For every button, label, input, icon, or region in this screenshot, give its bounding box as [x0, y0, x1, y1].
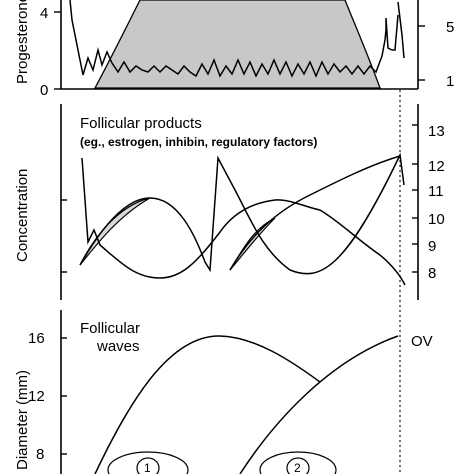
waves-title-line2: waves [96, 338, 140, 355]
wave2-label: 2 [294, 461, 301, 474]
concentration-y-label: Concentration [14, 169, 31, 262]
concentration-curve-a [81, 157, 406, 286]
wave2-shaded-lens [229, 217, 276, 271]
concentration-right-tick-9: 9 [428, 238, 436, 255]
concentration-right-tick-10: 10 [428, 211, 445, 228]
concentration-right-tick-12: 12 [428, 158, 445, 175]
concentration-curve-b [79, 152, 405, 275]
progesterone-tick-0: 0 [40, 82, 48, 99]
wave1-recruit-outer [107, 451, 189, 474]
diameter-tick-8: 8 [36, 446, 44, 463]
wave1-recruit-inner [136, 457, 160, 474]
concentration-right-tick-11: 11 [428, 183, 444, 200]
progesterone-edge-line [397, 1, 405, 59]
progesterone-panel: 4 0 5 1 Progesterone [14, 0, 454, 99]
diameter-tick-16: 16 [28, 330, 45, 347]
progesterone-zigzag-line [69, 0, 399, 78]
wave2-recruit-inner [286, 457, 310, 474]
concentration-subtitle: (eg., estrogen, inhibin, regulatory fact… [80, 135, 317, 149]
concentration-panel: 13 12 11 10 9 8 Follicular products (eg.… [14, 104, 445, 300]
diameter-tick-12: 12 [28, 388, 45, 405]
waves-title: Follicular [80, 320, 140, 337]
concentration-curve-c [229, 155, 401, 271]
wave1-shaded-lens [79, 197, 151, 266]
corpus-luteum-area [93, 0, 381, 89]
diameter-panel: 16 12 8 Diameter (mm) Follicular waves O… [14, 310, 433, 474]
diameter-y-label: Diameter (mm) [14, 370, 31, 470]
wave1-diameter-curve [94, 335, 321, 474]
progesterone-y-label: Progesterone [14, 0, 31, 84]
concentration-right-tick-8: 8 [428, 265, 436, 282]
progesterone-right-tick-1: 1 [446, 73, 454, 90]
wave2-recruit-outer [259, 451, 337, 474]
concentration-title: Follicular products [80, 115, 202, 132]
concentration-right-tick-13: 13 [428, 123, 445, 140]
wave1-label: 1 [144, 461, 151, 474]
progesterone-tick-4: 4 [40, 5, 48, 22]
wave2-diameter-curve [239, 335, 399, 474]
progesterone-right-tick-5: 5 [446, 19, 454, 36]
ov-annotation: OV [411, 333, 433, 350]
